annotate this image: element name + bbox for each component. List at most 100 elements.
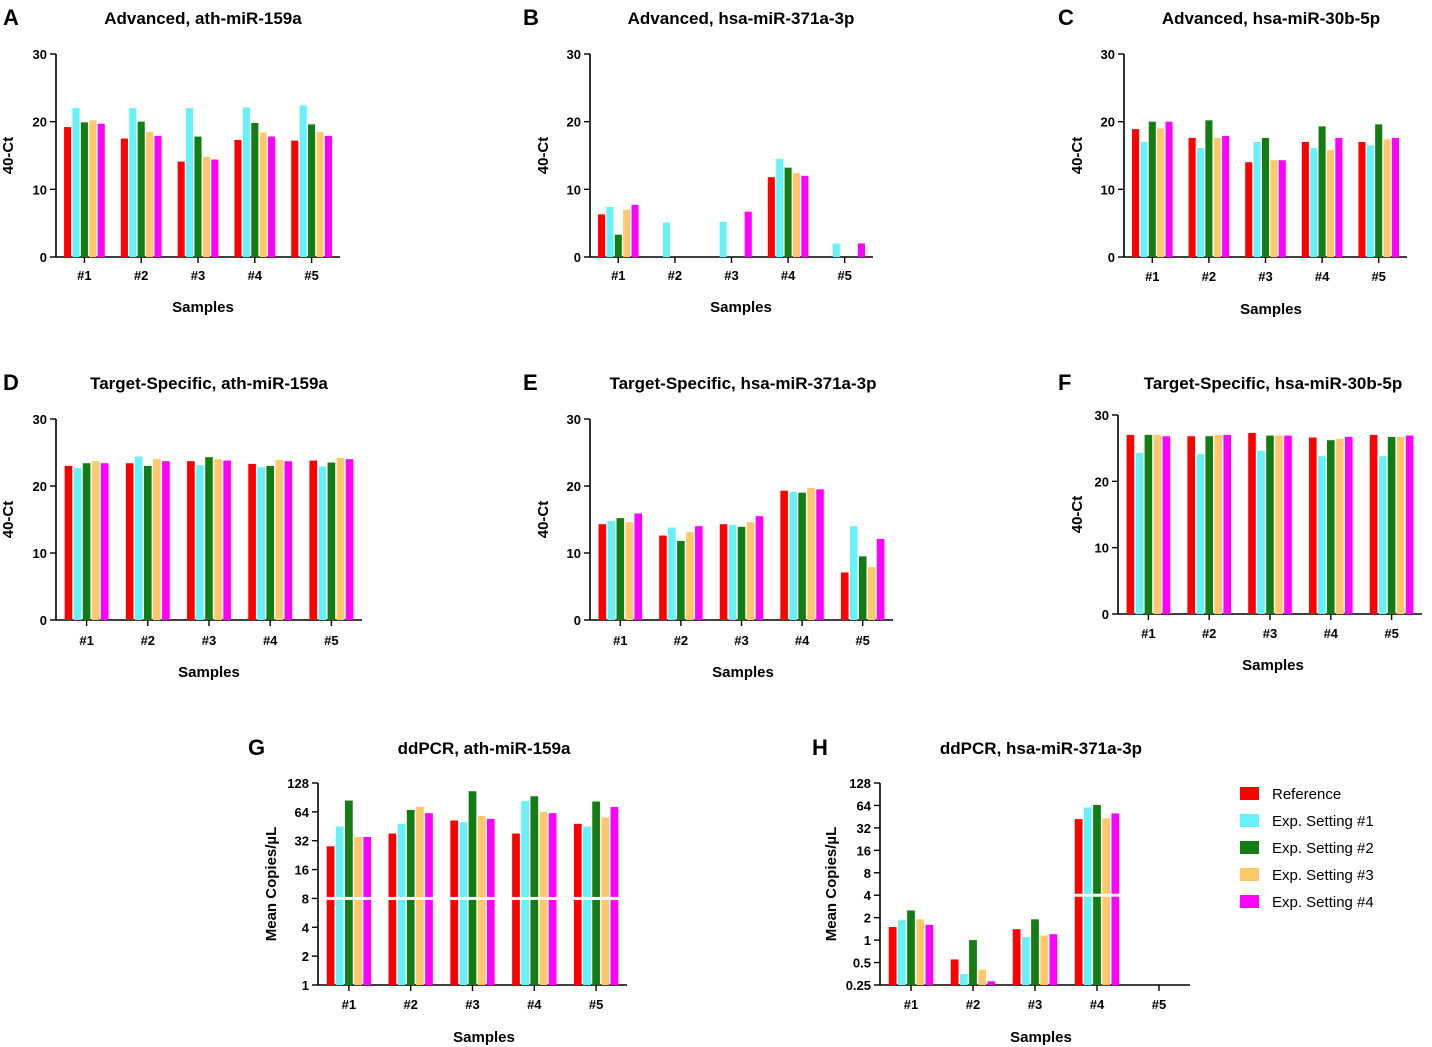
y-axis-label: Mean Copies/µL [263, 827, 280, 942]
bar-b-2-sample3 [719, 221, 727, 257]
x-tick-label: #5 [589, 997, 603, 1012]
bar-b-5-sample4 [801, 175, 809, 257]
panel-letter: D [3, 370, 19, 395]
bar-d-5-sample3 [223, 460, 231, 620]
bar-f-2-sample2 [1196, 454, 1205, 614]
chart-title: Target-Specific, hsa-miR-30b-5p [1144, 374, 1403, 393]
bar-g-5-sample5 [610, 806, 619, 985]
axis-break-gap [882, 893, 1192, 897]
y-tick-label: 16 [295, 863, 309, 878]
bar-c-1-sample1 [1132, 129, 1140, 257]
x-tick-label: #4 [795, 633, 810, 648]
bar-e-1-sample5 [840, 572, 849, 620]
bar-f-1-sample1 [1126, 434, 1135, 614]
bar-e-4-sample3 [746, 522, 755, 620]
x-axis-label: Samples [172, 299, 234, 316]
bar-d-5-sample4 [284, 461, 293, 620]
bar-h-4-sample4 [1102, 818, 1111, 985]
bar-d-2-sample5 [318, 466, 327, 620]
bar-c-4-sample1 [1157, 128, 1165, 257]
x-axis-label: Samples [1010, 1029, 1072, 1046]
bar-f-4-sample1 [1153, 434, 1162, 614]
bar-e-1-sample4 [780, 490, 788, 620]
y-tick-label: 2 [864, 911, 871, 926]
y-tick-label: 32 [295, 834, 309, 849]
panel-b: B Advanced, hsa-miR-371a-3p 0 10 20 30 40-Ct Sa… [523, 5, 873, 316]
y-axis-label: 40-Ct [1069, 137, 1086, 175]
bar-f-1-sample5 [1369, 434, 1378, 614]
bar-a-3-sample2 [137, 121, 145, 258]
bar-f-5-sample3 [1284, 435, 1292, 614]
y-tick-label: 10 [1101, 182, 1115, 197]
bar-e-3-sample3 [737, 526, 746, 620]
panel-e: E Target-Specific, hsa-miR-371a-3p 0 10 20 30… [523, 370, 893, 681]
y-axis-label: 40-Ct [0, 501, 17, 539]
bar-c-5-sample5 [1391, 137, 1399, 257]
bar-e-3-sample4 [798, 492, 806, 620]
x-tick-label: #1 [79, 633, 93, 648]
bar-f-4-sample3 [1275, 435, 1283, 614]
bar-h-4-sample3 [1040, 935, 1049, 985]
bar-b-2-sample1 [606, 206, 614, 257]
bar-d-2-sample1 [73, 467, 82, 620]
bar-g-3-sample5 [592, 801, 600, 985]
x-tick-label: #2 [141, 633, 155, 648]
y-tick-label: 20 [33, 115, 47, 130]
x-tick-label: #4 [248, 268, 263, 283]
bar-h-1-sample3 [1012, 929, 1021, 985]
bar-b-2-sample2 [662, 222, 671, 257]
bar-g-1-sample5 [573, 823, 582, 985]
y-tick-label: 16 [857, 843, 871, 858]
y-axis-label: 40-Ct [0, 137, 17, 175]
x-tick-label: #4 [527, 997, 542, 1012]
y-tick-label: 10 [33, 182, 47, 197]
bar-g-4-sample3 [477, 815, 486, 985]
legend-swatch-5 [1240, 895, 1259, 908]
x-tick-label: #3 [734, 633, 748, 648]
bar-e-4-sample5 [867, 567, 876, 620]
bar-d-1-sample3 [187, 461, 195, 620]
y-tick-label: 8 [302, 891, 309, 906]
bar-d-5-sample1 [100, 463, 109, 620]
x-axis-label: Samples [1240, 301, 1302, 318]
bar-b-5-sample3 [744, 211, 752, 257]
x-tick-label: #1 [904, 997, 918, 1012]
x-tick-label: #3 [202, 633, 216, 648]
y-tick-label: 30 [567, 47, 581, 62]
legend-label-2: Exp. Setting #1 [1272, 813, 1374, 830]
bar-c-5-sample2 [1222, 135, 1230, 257]
y-tick-label: 30 [1095, 408, 1109, 423]
bar-e-3-sample2 [677, 540, 685, 620]
bar-a-2-sample4 [242, 107, 250, 257]
bar-a-4-sample5 [316, 131, 324, 257]
y-tick-label: 64 [857, 798, 872, 813]
bar-f-3-sample4 [1327, 440, 1335, 614]
bar-h-5-sample4 [1111, 813, 1120, 985]
bar-a-4-sample3 [202, 156, 210, 257]
bar-c-2-sample5 [1366, 145, 1374, 257]
bar-f-5-sample1 [1162, 436, 1171, 614]
bar-e-5-sample1 [634, 513, 643, 620]
y-tick-label: 8 [864, 866, 871, 881]
y-axis-label: 40-Ct [1069, 496, 1086, 534]
bar-d-3-sample2 [143, 465, 152, 620]
panel-c: C Advanced, hsa-miR-30b-5p 0 10 20 30 40-Ct Sam… [1058, 5, 1407, 318]
bar-d-3-sample4 [266, 465, 275, 620]
bar-c-3-sample1 [1148, 121, 1156, 258]
y-tick-label: 0.5 [853, 956, 871, 971]
bar-g-1-sample3 [450, 820, 459, 985]
bar-h-5-sample2 [987, 981, 996, 985]
bar-d-4-sample1 [91, 461, 100, 620]
y-tick-label: 20 [1101, 115, 1115, 130]
bar-a-5-sample5 [324, 135, 332, 257]
bar-b-3-sample4 [784, 167, 792, 257]
bar-c-4-sample3 [1270, 160, 1278, 257]
bar-g-4-sample1 [354, 836, 362, 985]
y-tick-label: 128 [287, 776, 309, 791]
bar-e-2-sample3 [728, 524, 737, 620]
chart-title: Target-Specific, ath-miR-159a [90, 374, 328, 393]
y-tick-label: 20 [567, 115, 581, 130]
bar-c-1-sample2 [1188, 137, 1196, 257]
